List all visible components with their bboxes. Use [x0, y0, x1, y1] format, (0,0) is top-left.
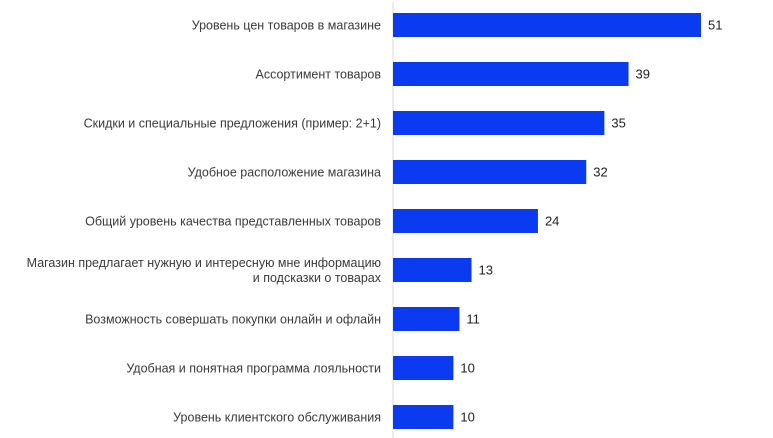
value-label-2: 39: [636, 67, 650, 82]
bar-7: [393, 307, 460, 331]
category-label-4: Удобное расположение магазина: [188, 166, 381, 180]
bar-4: [393, 160, 587, 184]
bars-group: [393, 13, 701, 429]
category-label-line: и подсказки о товарах: [253, 271, 382, 285]
value-label-6: 13: [479, 263, 493, 278]
value-label-7: 11: [466, 312, 480, 327]
category-label-2: Ассортимент товаров: [256, 68, 382, 82]
value-label-1: 51: [708, 18, 722, 33]
bar-3: [393, 111, 605, 135]
category-label-5: Общий уровень качества представленных то…: [85, 215, 381, 229]
value-labels-group: 51 39 35 32 24 13 11 10 10: [460, 18, 722, 425]
category-label-line: Возможность совершать покупки онлайн и о…: [85, 313, 381, 327]
bar-6: [393, 258, 472, 282]
bar-1: [393, 13, 701, 37]
category-label-line: Магазин предлагает нужную и интересную м…: [27, 256, 381, 270]
category-label-8: Удобная и понятная программа лояльности: [126, 362, 381, 376]
category-label-line: Общий уровень качества представленных то…: [85, 215, 381, 229]
category-label-1: Уровень цен товаров в магазине: [192, 19, 381, 33]
bar-5: [393, 209, 538, 233]
category-label-9: Уровень клиентского обслуживания: [173, 411, 381, 425]
value-label-3: 35: [611, 116, 625, 131]
category-labels-group: Уровень цен товаров в магазине Ассортимен…: [27, 19, 382, 425]
value-label-4: 32: [593, 165, 607, 180]
value-label-9: 10: [460, 410, 474, 425]
category-label-line: Уровень клиентского обслуживания: [173, 411, 381, 425]
category-label-line: Скидки и специальные предложения (пример…: [84, 117, 381, 131]
category-label-line: Удобная и понятная программа лояльности: [126, 362, 381, 376]
category-label-line: Уровень цен товаров в магазине: [192, 19, 381, 33]
value-label-8: 10: [460, 361, 474, 376]
bar-8: [393, 356, 454, 380]
category-label-7: Возможность совершать покупки онлайн и о…: [85, 313, 381, 327]
category-label-6: Магазин предлагает нужную и интересную м…: [27, 256, 382, 285]
category-label-3: Скидки и специальные предложения (пример…: [84, 117, 381, 131]
bar-9: [393, 405, 454, 429]
bar-2: [393, 62, 629, 86]
category-label-line: Удобное расположение магазина: [188, 166, 381, 180]
category-label-line: Ассортимент товаров: [256, 68, 382, 82]
value-label-5: 24: [545, 214, 559, 229]
